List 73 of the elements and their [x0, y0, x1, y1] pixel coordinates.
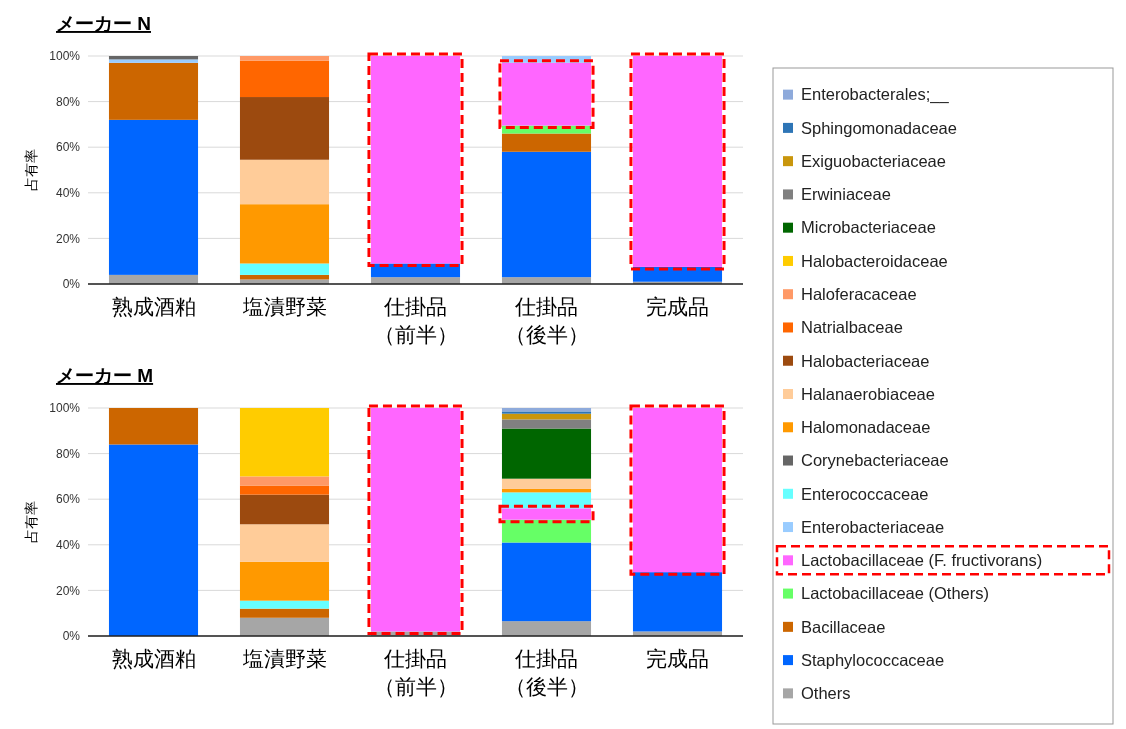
bar — [108, 62, 199, 120]
bar — [501, 621, 592, 636]
legend-label: Halobacteroidaceae — [801, 251, 948, 270]
bar — [501, 478, 592, 489]
x-tick-label: 仕掛品（後半） — [504, 295, 589, 346]
bar — [108, 119, 199, 275]
bar — [501, 151, 592, 278]
legend-label: Exiguobacteriaceae — [801, 151, 946, 170]
bar — [501, 419, 592, 429]
bar — [239, 159, 330, 205]
legend-label: Bacillaceae — [801, 617, 886, 636]
x-tick-label: 塩漬野菜 — [241, 295, 327, 318]
legend-label: Enterobacteriaceae — [801, 517, 945, 536]
bar — [239, 561, 330, 601]
x-tick-label: 仕掛品（後半） — [504, 647, 589, 698]
bar — [501, 542, 592, 622]
legend-label: Microbacteriaceae — [801, 218, 936, 237]
y-tick-label: 20% — [55, 583, 81, 598]
bar — [108, 408, 199, 445]
bar — [239, 56, 330, 61]
legend-label: Lactobacillaceae (F. fructivorans) — [801, 551, 1043, 570]
bar — [239, 485, 330, 495]
x-tick-label: 仕掛品（前半） — [373, 295, 458, 346]
bar — [239, 524, 330, 562]
y-tick-label: 60% — [55, 492, 81, 507]
bar — [632, 572, 723, 632]
bar — [239, 97, 330, 160]
bar — [108, 444, 199, 636]
y-tick-label: 40% — [55, 186, 81, 200]
chart-title: メーカー N — [56, 13, 151, 34]
x-tick-label: 塩漬野菜 — [241, 647, 327, 670]
bar — [239, 263, 330, 275]
bar — [239, 617, 330, 636]
legend-label: Enterobacterales;__ — [801, 85, 950, 105]
x-tick-label: 仕掛品（前半） — [373, 647, 458, 698]
legend-label: Halobacteriaceae — [801, 351, 930, 370]
legend-label: Others — [801, 684, 851, 703]
bar — [239, 494, 330, 525]
legend-label: Lactobacillaceae (Others) — [801, 584, 990, 603]
y-axis-title: 占有率 — [23, 501, 39, 543]
bar — [501, 133, 592, 152]
y-axis-title: 占有率 — [23, 149, 39, 191]
y-tick-label: 40% — [55, 538, 81, 552]
legend-label: Erwiniaceae — [801, 185, 891, 204]
legend-label: Corynebacteriaceae — [801, 451, 949, 470]
bar — [239, 600, 330, 609]
legend-label: Haloferacaceae — [801, 284, 917, 303]
x-tick-label: 熟成酒粕 — [111, 295, 196, 318]
y-tick-label: 100% — [49, 49, 81, 64]
bar — [501, 428, 592, 479]
y-tick-label: 60% — [55, 140, 81, 155]
y-tick-label: 80% — [55, 446, 81, 461]
legend-label: Sphingomonadaceae — [801, 118, 957, 137]
y-tick-label: 80% — [55, 94, 81, 109]
y-tick-label: 20% — [55, 231, 81, 246]
chart-title: メーカー M — [56, 365, 154, 386]
y-tick-label: 0% — [62, 277, 81, 292]
x-tick-label: 熟成酒粕 — [111, 647, 196, 670]
x-tick-label: 完成品 — [646, 647, 709, 670]
y-tick-label: 0% — [62, 629, 81, 644]
bar — [239, 204, 330, 264]
legend-label: Halomonadaceae — [801, 418, 931, 437]
bar — [239, 608, 330, 618]
bar — [239, 476, 330, 486]
legend-label: Enterococcaceae — [801, 484, 929, 503]
bar — [501, 519, 592, 543]
bar — [239, 408, 330, 477]
x-tick-label: 完成品 — [646, 295, 709, 318]
legend-label: Halanaerobiaceae — [801, 384, 935, 403]
bar — [239, 60, 330, 98]
legend-label: Natrialbaceae — [801, 318, 903, 337]
y-tick-label: 100% — [49, 401, 81, 416]
legend-label: Staphylococcaceae — [801, 650, 945, 669]
